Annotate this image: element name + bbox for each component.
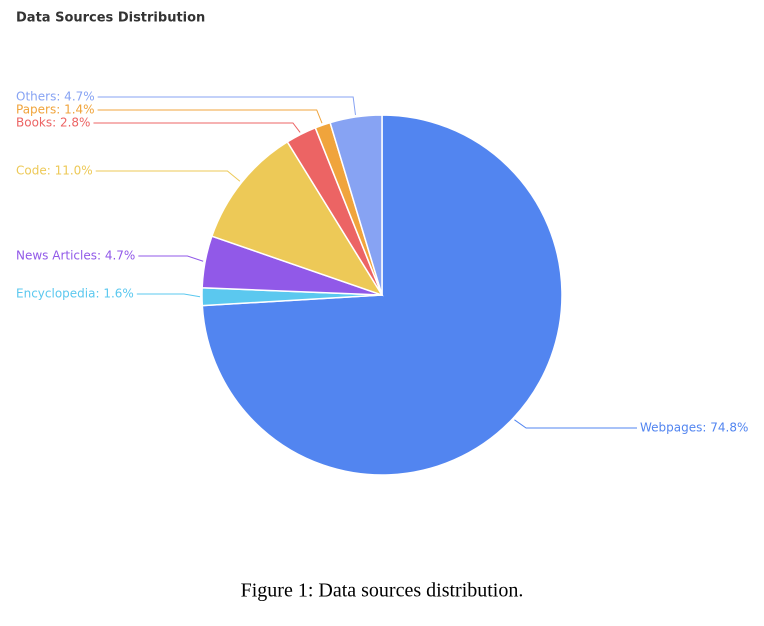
slice-label: News Articles: 4.7% — [16, 249, 135, 263]
leader-line — [138, 255, 204, 262]
slice-label: Others: 4.7% — [16, 90, 95, 104]
pie-slice — [329, 114, 383, 296]
leader-line — [93, 122, 301, 133]
leader-line — [95, 170, 241, 182]
leader-line — [136, 293, 201, 298]
slice-label: Webpages: 74.8% — [640, 421, 748, 435]
pie-slice — [210, 140, 384, 297]
caption: Figure 1: Data sources distribution. — [241, 580, 524, 602]
leader-line — [97, 96, 356, 116]
slice-label: Papers: 1.4% — [16, 103, 95, 117]
slice-label: Books: 2.8% — [16, 116, 90, 130]
slice-label: Encyclopedia: 1.6% — [16, 287, 134, 301]
slice-label: Code: 11.0% — [16, 164, 93, 178]
leader-line — [514, 419, 637, 429]
leader-line — [97, 109, 323, 124]
chart-title: Data Sources Distribution — [16, 11, 205, 26]
